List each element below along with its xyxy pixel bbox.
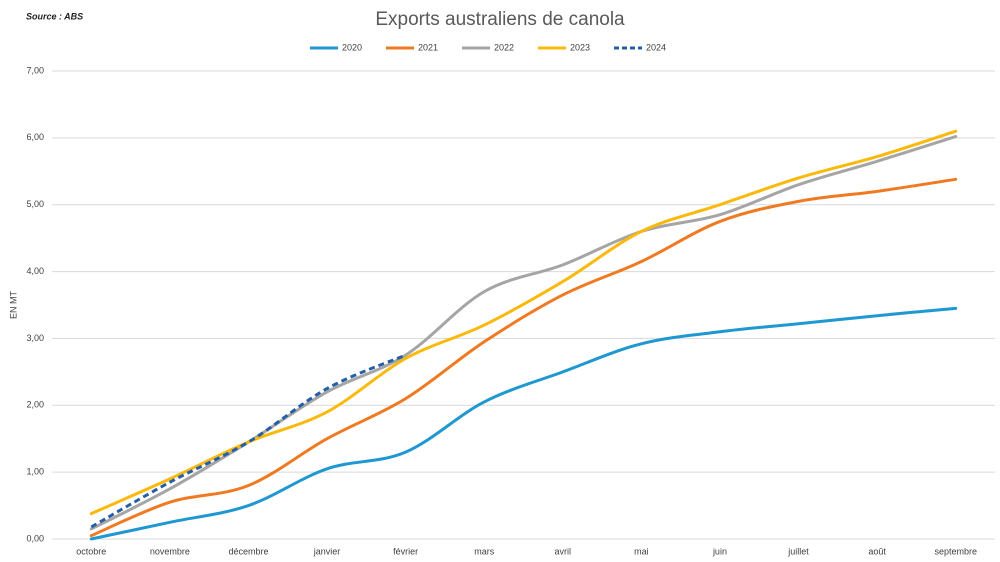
y-tick-label: 7,00 bbox=[26, 65, 44, 75]
x-tick-label: janvier bbox=[313, 546, 341, 556]
x-tick-label: novembre bbox=[150, 546, 190, 556]
legend-label: 2021 bbox=[418, 42, 438, 52]
line-series bbox=[90, 353, 407, 529]
x-tick-label: août bbox=[868, 546, 886, 556]
source: Source : ABS bbox=[26, 11, 83, 21]
x-tick-label: décembre bbox=[228, 546, 268, 556]
line-series bbox=[89, 177, 958, 538]
y-tick-label: 3,00 bbox=[26, 333, 44, 343]
chart-title: Exports australiens de canola bbox=[375, 9, 625, 30]
y-tick-label: 4,00 bbox=[26, 266, 44, 276]
legend-label: 2024 bbox=[646, 42, 666, 52]
y-tick-label: 0,00 bbox=[26, 533, 44, 543]
legend-label: 2023 bbox=[570, 42, 590, 52]
y-tick-label: 5,00 bbox=[26, 199, 44, 209]
x-tick-label: mars bbox=[474, 546, 494, 556]
legend-label: 2022 bbox=[494, 42, 514, 52]
y-axis-label: EN MT bbox=[8, 291, 18, 320]
x-tick-label: juillet bbox=[787, 546, 809, 556]
line-series bbox=[89, 306, 958, 541]
line-series bbox=[89, 135, 958, 531]
y-tick-label: 1,00 bbox=[26, 467, 44, 477]
legend-label: 2020 bbox=[342, 42, 362, 52]
x-tick-label: février bbox=[393, 546, 418, 556]
x-tick-label: septembre bbox=[934, 546, 977, 556]
x-tick-label: avril bbox=[555, 546, 572, 556]
y-tick-label: 2,00 bbox=[26, 400, 44, 410]
x-tick-label: mai bbox=[634, 546, 649, 556]
y-tick-label: 6,00 bbox=[26, 132, 44, 142]
x-tick-label: juin bbox=[712, 546, 727, 556]
x-tick-label: octobre bbox=[76, 546, 106, 556]
